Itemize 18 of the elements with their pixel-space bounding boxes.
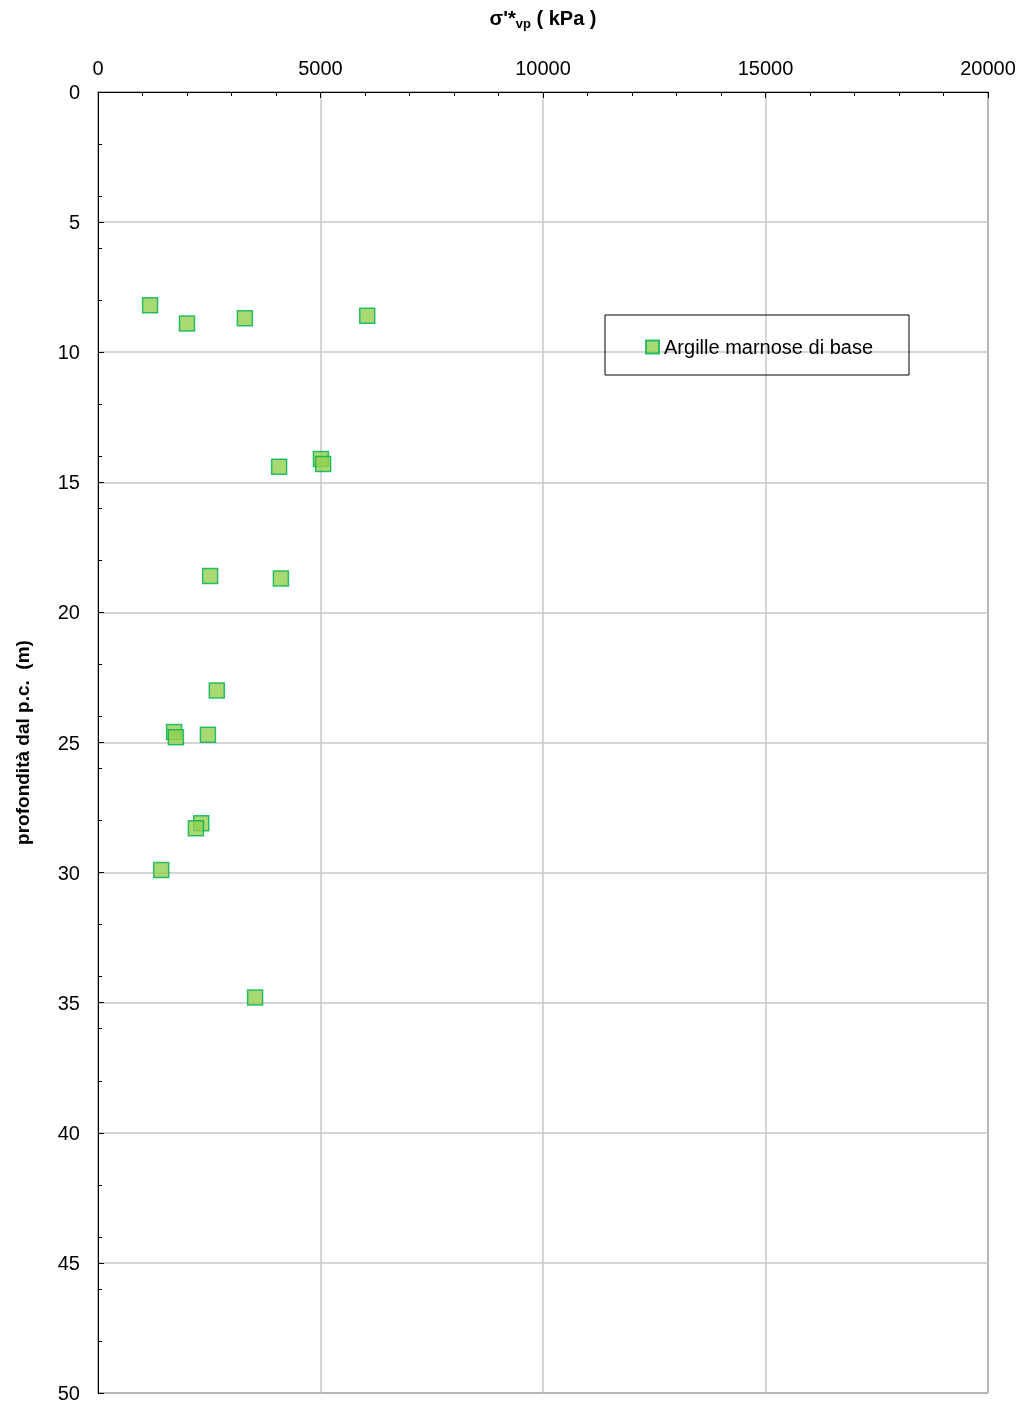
x-tick-label: 15000 [737, 57, 794, 79]
y-tick-label: 10 [57, 341, 80, 364]
x-tick-label: 10000 [515, 57, 571, 79]
y-tick-label: 30 [57, 861, 80, 884]
y-tick-label: 20 [57, 601, 80, 624]
x-tick-label: 20000 [960, 57, 1016, 79]
y-tick-label: 15 [57, 471, 80, 494]
x-tick-label: 5000 [298, 57, 343, 79]
y-axis-title: profondità dal p.c. (m) [12, 640, 33, 845]
x-tick-label: 0 [92, 57, 104, 79]
y-tick-label: 50 [57, 1382, 80, 1404]
y-tick-label: 5 [68, 211, 80, 234]
y-tick-label: 45 [57, 1251, 80, 1274]
y-tick-label: 25 [57, 731, 80, 754]
legend-label: Argille marnose di base [664, 336, 874, 358]
y-tick-label: 0 [68, 81, 80, 103]
y-tick-label: 35 [57, 991, 80, 1014]
y-tick-label: 40 [57, 1121, 80, 1144]
